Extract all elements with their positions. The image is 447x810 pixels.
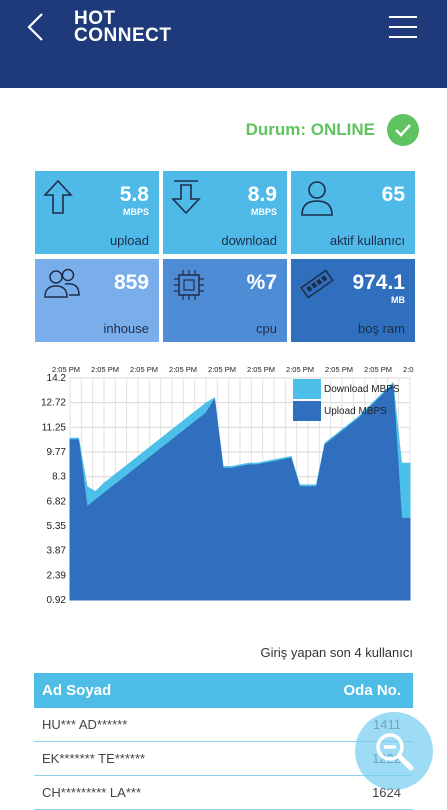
upload-arrow-icon (43, 179, 73, 214)
guest-name: EK******* TE****** (42, 751, 146, 766)
tile-download: 8.9 MBPS download (163, 171, 287, 254)
download-arrow-icon (171, 180, 201, 215)
status-text: Durum: ONLINE (245, 120, 375, 139)
y-tick-label: 3.87 (47, 546, 67, 557)
tile-value: 65 (381, 183, 405, 206)
menu-icon[interactable] (389, 16, 417, 38)
tile-unit: MBPS (122, 207, 149, 217)
table-header: Ad Soyad Oda No. (34, 673, 413, 708)
tile-label: download (221, 233, 277, 248)
tile-value: 974.1 (352, 271, 405, 294)
guest-name: CH********* LA*** (42, 785, 141, 800)
legend-label: Download MBPS (324, 384, 400, 395)
tile-label: inhouse (103, 321, 149, 336)
tile-label: boş ram (358, 321, 405, 336)
zoom-out-icon (376, 733, 414, 771)
tile-label: aktif kullanıcı (329, 233, 405, 248)
guest-name: HU*** AD****** (42, 717, 128, 732)
tile-unit: MB (391, 295, 405, 305)
memory-ram-icon (300, 269, 334, 299)
logo-line-1: HOT (74, 8, 116, 29)
x-tick-label: 2:05 PM (130, 365, 158, 374)
column-header-room: Oda No. (343, 682, 401, 699)
x-tick-label: 2:05 PM (91, 365, 119, 374)
x-tick-label: 2:05 PM (286, 365, 314, 374)
tile-value: 859 (113, 271, 149, 294)
tile-value: 8.9 (247, 183, 277, 206)
tile-value: %7 (246, 271, 277, 294)
table-row[interactable]: CH********* LA*** 1624 (34, 776, 413, 810)
legend-swatch (293, 379, 321, 399)
traffic-area-chart: 14.2 12.72 11.25 9.77 8.3 6.82 5.35 3.87 2.39 0.9… (41, 365, 414, 606)
series-area-1 (69, 383, 411, 601)
tile-upload: 5.8 MBPS upload (35, 171, 159, 254)
tile-free-ram: 974.1 MB boş ram (291, 259, 415, 342)
tile-value: 5.8 (119, 183, 149, 206)
y-tick-label: 9.77 (47, 447, 67, 458)
legend-swatch (293, 401, 321, 421)
check-circle-icon (387, 114, 419, 146)
recent-users-caption: Giriş yapan son 4 kullanıcı (260, 645, 413, 660)
y-tick-label: 8.3 (52, 472, 66, 483)
logo-line-2: CONNECT (74, 25, 172, 46)
tile-label: upload (109, 233, 149, 248)
x-tick-label: 2:05 PM (364, 365, 392, 374)
user-icon (301, 181, 333, 216)
y-tick-label: 0.92 (47, 595, 67, 606)
column-header-name: Ad Soyad (42, 682, 112, 699)
users-icon (44, 268, 80, 298)
y-tick-label: 6.82 (47, 496, 67, 507)
table-row[interactable]: HU*** AD****** 1411 (34, 708, 413, 742)
y-tick-label: 14.2 (47, 373, 67, 384)
x-tick-label: 2:05 PM (325, 365, 353, 374)
y-tick-label: 5.35 (47, 521, 67, 532)
x-tick-label: 2:05 PM (208, 365, 236, 374)
status-indicator: Durum: ONLINE (246, 114, 419, 146)
cpu-chip-icon (174, 270, 204, 300)
x-tick-label: 2:05 PM (247, 365, 275, 374)
tile-label: cpu (256, 321, 277, 336)
x-tick-label: 2:05 PM (52, 365, 80, 374)
app-logo: HOT CONNECT (74, 8, 172, 46)
x-tick-label: 2:05 PM (169, 365, 197, 374)
app-header: HOT CONNECT (0, 0, 447, 88)
y-tick-label: 12.72 (41, 398, 66, 409)
y-tick-label: 11.25 (42, 422, 67, 433)
tile-active-users: 65 aktif kullanıcı (291, 171, 415, 254)
zoom-out-button[interactable] (355, 712, 433, 790)
x-tick-label: 2:05 PM (403, 365, 414, 374)
tile-cpu: %7 cpu (163, 259, 287, 342)
tile-inhouse: 859 inhouse (35, 259, 159, 342)
back-arrow-icon[interactable] (24, 12, 46, 42)
legend-label: Upload MBPS (324, 406, 387, 417)
y-tick-label: 2.39 (47, 570, 67, 581)
tile-unit: MBPS (250, 207, 277, 217)
